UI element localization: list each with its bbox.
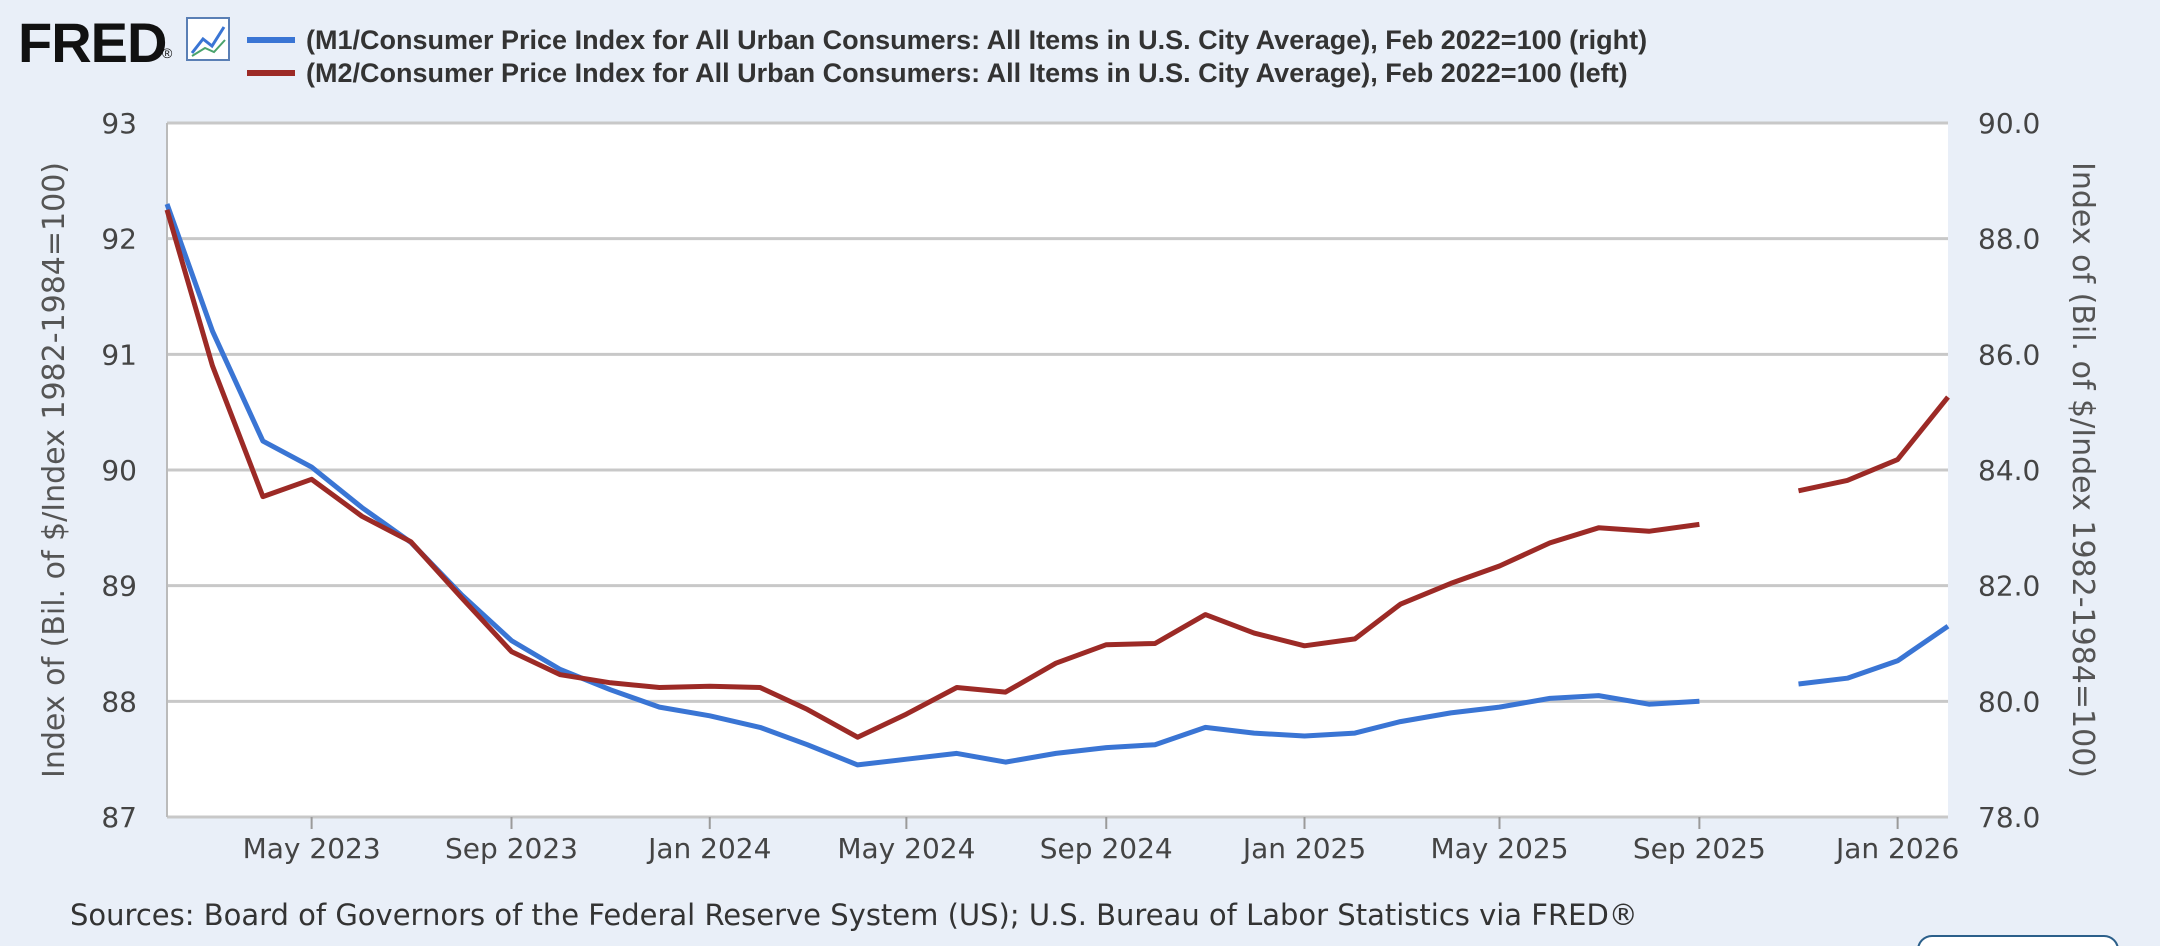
y-right-tick-label: 88.0 bbox=[1978, 223, 2040, 256]
legend: (M1/Consumer Price Index for All Urban C… bbox=[247, 25, 1647, 88]
legend-label-m2: (M2/Consumer Price Index for All Urban C… bbox=[306, 58, 1628, 88]
x-tick-label: Jan 2025 bbox=[1241, 832, 1366, 865]
y-right-tick-label: 84.0 bbox=[1978, 454, 2040, 487]
y-axis-left: 87 88 89 90 91 92 93 bbox=[101, 107, 137, 834]
y-left-tick-label: 90 bbox=[101, 454, 137, 487]
logo-registered-mark: ® bbox=[162, 45, 173, 61]
x-tick-label: Sep 2024 bbox=[1040, 832, 1173, 865]
y-left-tick-label: 88 bbox=[101, 685, 137, 718]
x-tick-label: Sep 2023 bbox=[445, 832, 578, 865]
legend-label-m1: (M1/Consumer Price Index for All Urban C… bbox=[306, 25, 1647, 55]
series-m2-line-segment-1 bbox=[1797, 395, 1950, 494]
y-right-tick-label: 80.0 bbox=[1978, 685, 2040, 718]
x-axis-ticks: May 2023 Sep 2023 Jan 2024 May 2024 Sep 2024… bbox=[243, 817, 1959, 865]
y-left-tick-label: 91 bbox=[101, 338, 137, 371]
y-axis-right: 78.0 80.0 82.0 84.0 86.0 88.0 90.0 bbox=[1978, 107, 2040, 834]
y-right-tick-label: 82.0 bbox=[1978, 570, 2040, 603]
y-left-tick-label: 93 bbox=[101, 107, 137, 140]
legend-item-m1: (M1/Consumer Price Index for All Urban C… bbox=[247, 25, 1647, 55]
y-axis-right-title: Index of (Bil. of $/Index 1982-1984=100) bbox=[2065, 162, 2100, 778]
y-right-tick-label: 78.0 bbox=[1978, 801, 2040, 834]
y-left-tick-label: 89 bbox=[101, 570, 137, 603]
x-tick-label: May 2025 bbox=[1430, 832, 1568, 865]
series-m2-line-segment-0 bbox=[164, 209, 1700, 740]
fred-logo[interactable]: FRED ® bbox=[18, 11, 230, 74]
x-tick-label: Jan 2024 bbox=[646, 832, 771, 865]
x-tick-label: Sep 2025 bbox=[1633, 832, 1766, 865]
source-note: Sources: Board of Governors of the Feder… bbox=[70, 898, 1638, 932]
y-right-tick-label: 86.0 bbox=[1978, 338, 2040, 371]
x-tick-label: May 2023 bbox=[243, 832, 381, 865]
series-lines bbox=[164, 203, 1950, 768]
x-tick-label: May 2024 bbox=[837, 832, 975, 865]
y-axis-left-title: Index of (Bil. of $/Index 1982-1984=100) bbox=[37, 162, 72, 778]
grid-lines bbox=[167, 121, 1948, 819]
x-tick-label: Jan 2026 bbox=[1834, 832, 1959, 865]
chart-line-icon bbox=[186, 17, 230, 61]
edit-graph-button[interactable] bbox=[1917, 935, 2119, 946]
y-left-tick-label: 92 bbox=[101, 223, 137, 256]
legend-item-m2: (M2/Consumer Price Index for All Urban C… bbox=[247, 58, 1628, 88]
y-right-tick-label: 90.0 bbox=[1978, 107, 2040, 140]
series-m1-line-segment-1 bbox=[1798, 624, 1950, 687]
logo-text: FRED bbox=[18, 11, 166, 74]
y-left-tick-label: 87 bbox=[101, 801, 137, 834]
